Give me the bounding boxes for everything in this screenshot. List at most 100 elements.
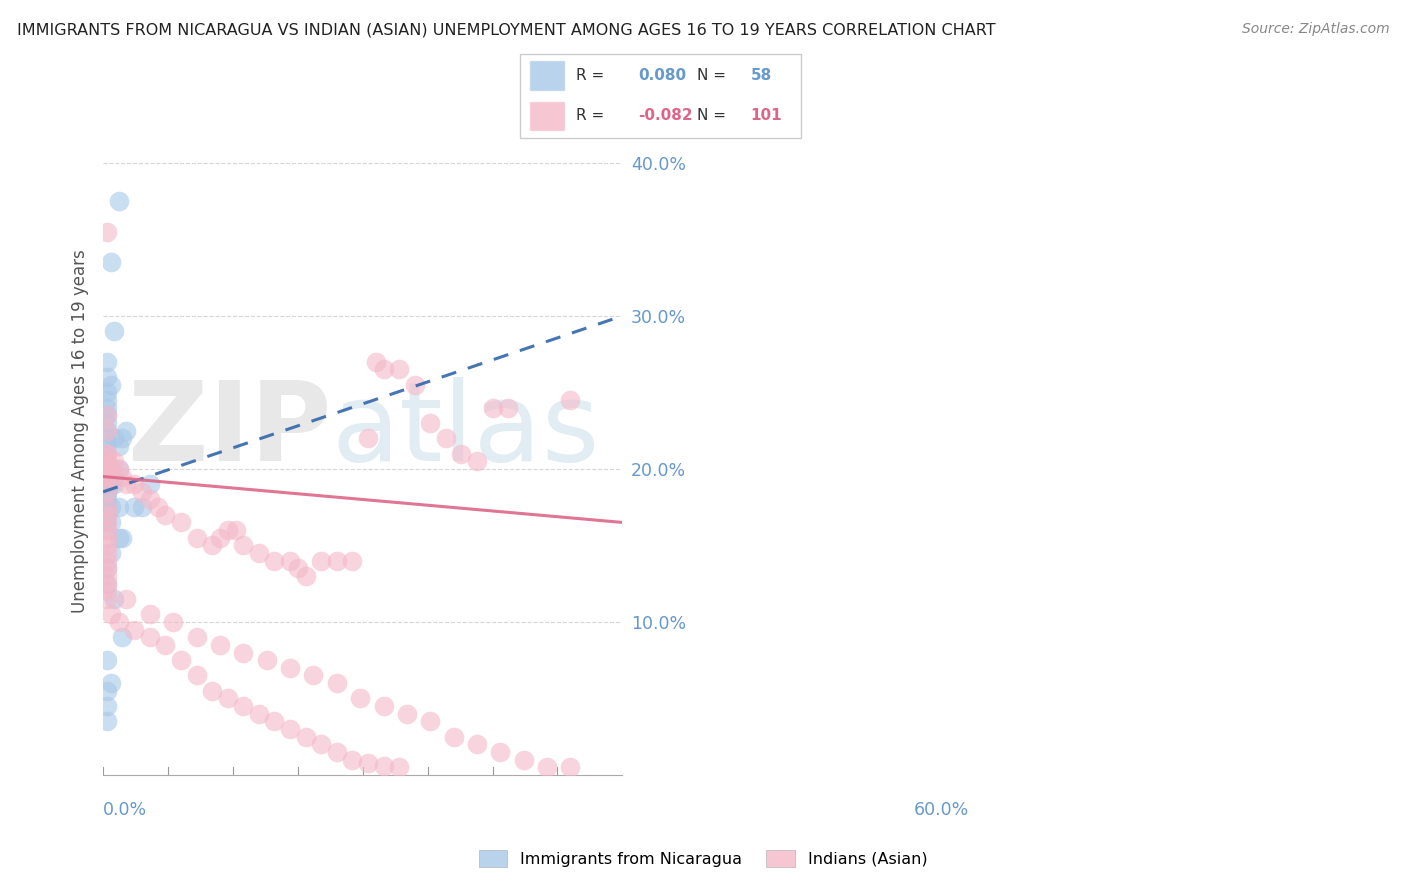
FancyBboxPatch shape — [520, 54, 801, 138]
Bar — [529, 101, 565, 131]
Point — [373, 699, 395, 714]
Point — [100, 477, 122, 491]
Point — [100, 607, 122, 622]
Point — [357, 431, 380, 445]
Point — [419, 416, 441, 430]
Point — [115, 424, 138, 438]
Point — [96, 401, 118, 415]
Point — [395, 706, 418, 721]
Point — [94, 477, 117, 491]
Point — [107, 531, 129, 545]
Point — [124, 623, 146, 637]
Point — [388, 362, 411, 376]
Point — [139, 607, 162, 622]
Point — [208, 638, 231, 652]
Point — [232, 699, 254, 714]
Point — [124, 477, 146, 491]
Point — [96, 385, 118, 400]
Text: 60.0%: 60.0% — [914, 801, 969, 819]
Point — [131, 484, 153, 499]
Point — [96, 484, 118, 499]
Legend: Immigrants from Nicaragua, Indians (Asian): Immigrants from Nicaragua, Indians (Asia… — [472, 844, 934, 873]
Point — [139, 477, 162, 491]
Point — [107, 194, 129, 208]
Point — [94, 462, 117, 476]
Point — [481, 401, 503, 415]
Text: atlas: atlas — [332, 377, 600, 484]
Point — [278, 661, 301, 675]
Point — [96, 683, 118, 698]
Point — [96, 462, 118, 476]
Point — [103, 469, 125, 483]
Point — [450, 447, 472, 461]
Point — [326, 676, 349, 690]
Point — [96, 484, 118, 499]
Point — [100, 676, 122, 690]
Point — [155, 638, 177, 652]
Text: R =: R = — [576, 108, 610, 123]
Point — [496, 401, 519, 415]
Point — [96, 500, 118, 515]
Point — [100, 516, 122, 530]
Point — [100, 462, 122, 476]
Point — [364, 355, 387, 369]
Point — [96, 500, 118, 515]
Point — [162, 615, 184, 629]
Text: -0.082: -0.082 — [638, 108, 693, 123]
Point — [96, 469, 118, 483]
Point — [96, 531, 118, 545]
Point — [96, 508, 118, 522]
Point — [139, 492, 162, 507]
Point — [96, 424, 118, 438]
Text: Source: ZipAtlas.com: Source: ZipAtlas.com — [1241, 22, 1389, 37]
Point — [326, 745, 349, 759]
Point — [217, 691, 239, 706]
Point — [146, 500, 169, 515]
Point — [388, 760, 411, 774]
Point — [225, 523, 247, 537]
Point — [170, 516, 193, 530]
Point — [287, 561, 309, 575]
Point — [302, 668, 325, 682]
Point — [208, 531, 231, 545]
Point — [512, 753, 534, 767]
Point — [100, 500, 122, 515]
Point — [94, 523, 117, 537]
Point — [94, 500, 117, 515]
Point — [536, 760, 558, 774]
Point — [247, 706, 270, 721]
Point — [155, 508, 177, 522]
Text: 0.080: 0.080 — [638, 68, 686, 83]
Point — [139, 630, 162, 644]
Point — [326, 554, 349, 568]
Point — [96, 653, 118, 667]
Point — [419, 714, 441, 729]
Text: 101: 101 — [751, 108, 782, 123]
Point — [124, 500, 146, 515]
Point — [96, 462, 118, 476]
Point — [96, 484, 118, 499]
Point — [96, 447, 118, 461]
Point — [96, 409, 118, 423]
Text: IMMIGRANTS FROM NICARAGUA VS INDIAN (ASIAN) UNEMPLOYMENT AMONG AGES 16 TO 19 YEA: IMMIGRANTS FROM NICARAGUA VS INDIAN (ASI… — [17, 22, 995, 37]
Point — [107, 462, 129, 476]
Point — [294, 569, 316, 583]
Point — [94, 439, 117, 453]
Point — [96, 576, 118, 591]
Point — [186, 531, 208, 545]
Point — [103, 324, 125, 338]
Text: ZIP: ZIP — [128, 377, 332, 484]
Point — [107, 439, 129, 453]
Text: N =: N = — [697, 108, 731, 123]
Point — [111, 531, 134, 545]
Point — [465, 737, 488, 751]
Point — [309, 554, 332, 568]
Point — [256, 653, 278, 667]
Point — [96, 538, 118, 552]
Point — [489, 745, 512, 759]
Point — [115, 591, 138, 606]
Point — [96, 561, 118, 575]
Point — [94, 516, 117, 530]
Text: 58: 58 — [751, 68, 772, 83]
Point — [94, 508, 117, 522]
